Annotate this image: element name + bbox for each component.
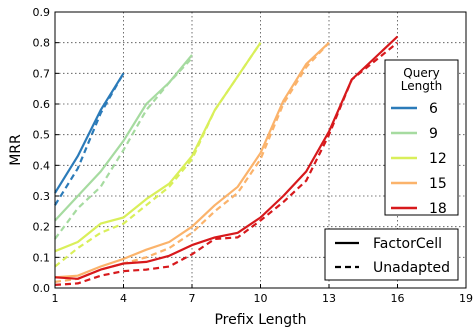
y-tick-label: 0.5 (33, 129, 51, 142)
legend-label-15: 15 (429, 176, 447, 192)
y-tick-label: 0.7 (33, 67, 51, 80)
series-12-unadapted-line (54, 42, 262, 268)
x-tick-label: 10 (254, 292, 268, 305)
series-6-unadapted-line (54, 72, 125, 206)
x-tick-label: 16 (391, 292, 405, 305)
series-12-factorcell-line (54, 42, 262, 253)
y-axis-label: MRR (8, 134, 24, 166)
legend-label-unadapted: Unadapted (373, 260, 450, 276)
y-tick-label: 0.1 (33, 251, 51, 264)
series-15-factorcell-line (54, 41, 330, 279)
x-tick-label: 13 (322, 292, 336, 305)
y-tick-label: 0.8 (33, 37, 51, 50)
series-6-factorcell-line (54, 72, 125, 194)
series-9-unadapted-line (54, 57, 193, 240)
x-tick-label: 4 (120, 292, 127, 305)
legend-label-18: 18 (429, 201, 447, 217)
model-legend-box (324, 228, 459, 281)
y-tick-label: 0.0 (33, 282, 51, 295)
x-tick-label: 7 (189, 292, 196, 305)
y-tick-label: 0.6 (33, 98, 51, 111)
series-lines (54, 35, 399, 286)
y-tick-label: 0.2 (33, 221, 51, 234)
x-tick-label: 1 (52, 292, 59, 305)
y-tick-label: 0.3 (33, 190, 51, 203)
legend-label-12: 12 (429, 151, 447, 167)
model-legend: FactorCell Unadapted (324, 228, 459, 281)
y-tick-label: 0.4 (33, 159, 51, 172)
axis-ticks: 1 4 7 10 13 16 19 0.0 0.1 0.2 0.3 0.4 0.5 0.6 0.7 0.8 0.… (33, 6, 474, 305)
query-length-legend-box (384, 59, 459, 216)
query-length-legend-title: Length (401, 79, 442, 93)
legend-label-factorcell: FactorCell (373, 236, 442, 252)
series-18-unadapted-line (54, 41, 399, 286)
x-axis-label: Prefix Length (214, 312, 306, 328)
query-length-legend-title: Query (403, 66, 439, 80)
legend-label-6: 6 (429, 101, 438, 117)
x-tick-label: 19 (459, 292, 473, 305)
legend-label-9: 9 (429, 126, 438, 142)
y-tick-label: 0.9 (33, 6, 51, 19)
